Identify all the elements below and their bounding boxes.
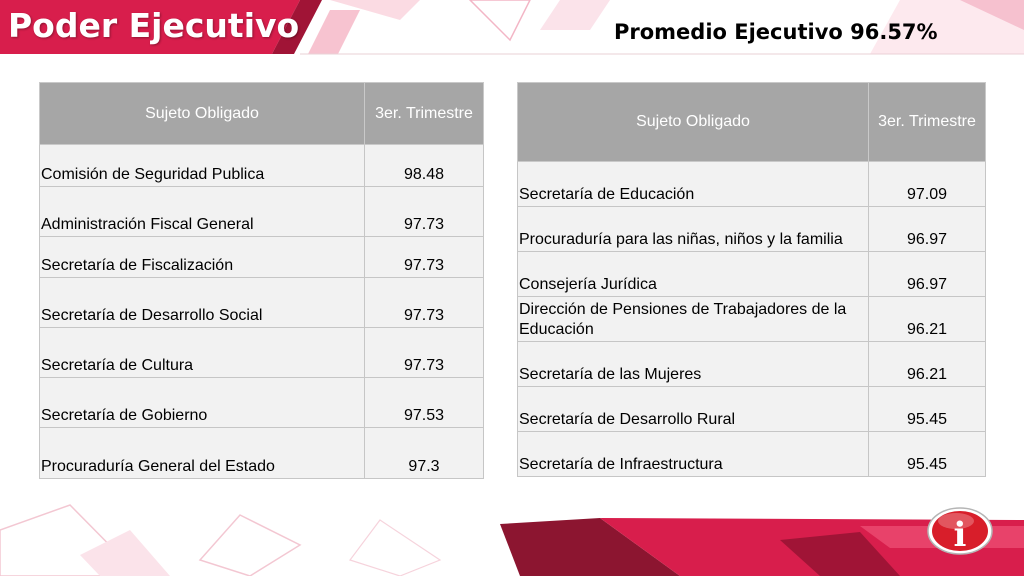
column-header-quarter: 3er. Trimestre [868,82,986,162]
quarter-value: 97.73 [364,277,484,328]
quarter-value: 97.3 [364,427,484,479]
table-row: Secretaría de Cultura 97.73 [39,327,484,378]
subject-name: Dirección de Pensiones de Trabajadores d… [517,296,869,342]
header-band [0,0,1024,55]
footer-band [0,504,1024,576]
table-row: Procuraduría General del Estado 97.3 [39,427,484,479]
column-header-subject: Sujeto Obligado [517,82,869,162]
quarter-value: 97.09 [868,161,986,207]
table-row: Comisión de Seguridad Publica 98.48 [39,144,484,187]
table-header-row: Sujeto Obligado 3er. Trimestre [39,82,484,145]
subject-name: Comisión de Seguridad Publica [39,144,365,187]
info-icon: i [927,507,993,555]
subject-name: Procuraduría General del Estado [39,427,365,479]
subject-name: Secretaría de Gobierno [39,377,365,428]
subject-name: Secretaría de Infraestructura [517,431,869,477]
page-title: Poder Ejecutivo [8,6,300,45]
executive-average: Promedio Ejecutivo 96.57% [614,20,938,44]
subject-name: Secretaría de Educación [517,161,869,207]
subject-name: Secretaría de Cultura [39,327,365,378]
quarter-value: 95.45 [868,386,986,432]
table-row: Secretaría de Desarrollo Social 97.73 [39,277,484,328]
table-row: Administración Fiscal General 97.73 [39,186,484,237]
quarter-value: 95.45 [868,431,986,477]
subject-name: Secretaría de Fiscalización [39,236,365,278]
table-row: Dirección de Pensiones de Trabajadores d… [517,296,986,342]
table-row: Secretaría de Educación 97.09 [517,161,986,207]
quarter-value: 98.48 [364,144,484,187]
left-results-table: Sujeto Obligado 3er. Trimestre Comisión … [39,82,484,479]
quarter-value: 96.97 [868,206,986,252]
column-header-quarter: 3er. Trimestre [364,82,484,145]
table-row: Procuraduría para las niñas, niños y la … [517,206,986,252]
quarter-value: 97.73 [364,236,484,278]
right-results-table: Sujeto Obligado 3er. Trimestre Secretarí… [517,82,986,477]
table-row: Secretaría de las Mujeres 96.21 [517,341,986,387]
table-row: Secretaría de Gobierno 97.53 [39,377,484,428]
subject-name: Procuraduría para las niñas, niños y la … [517,206,869,252]
subject-name: Secretaría de Desarrollo Rural [517,386,869,432]
table-row: Secretaría de Infraestructura 95.45 [517,431,986,477]
logo-glyph: i [954,515,967,555]
quarter-value: 96.21 [868,341,986,387]
table-row: Secretaría de Desarrollo Rural 95.45 [517,386,986,432]
table-row: Secretaría de Fiscalización 97.73 [39,236,484,278]
quarter-value: 97.73 [364,327,484,378]
subject-name: Secretaría de las Mujeres [517,341,869,387]
table-header-row: Sujeto Obligado 3er. Trimestre [517,82,986,162]
table-row: Consejería Jurídica 96.97 [517,251,986,297]
subject-name: Secretaría de Desarrollo Social [39,277,365,328]
quarter-value: 97.73 [364,186,484,237]
column-header-subject: Sujeto Obligado [39,82,365,145]
quarter-value: 96.21 [868,296,986,342]
quarter-value: 96.97 [868,251,986,297]
quarter-value: 97.53 [364,377,484,428]
subject-name: Consejería Jurídica [517,251,869,297]
subject-name: Administración Fiscal General [39,186,365,237]
